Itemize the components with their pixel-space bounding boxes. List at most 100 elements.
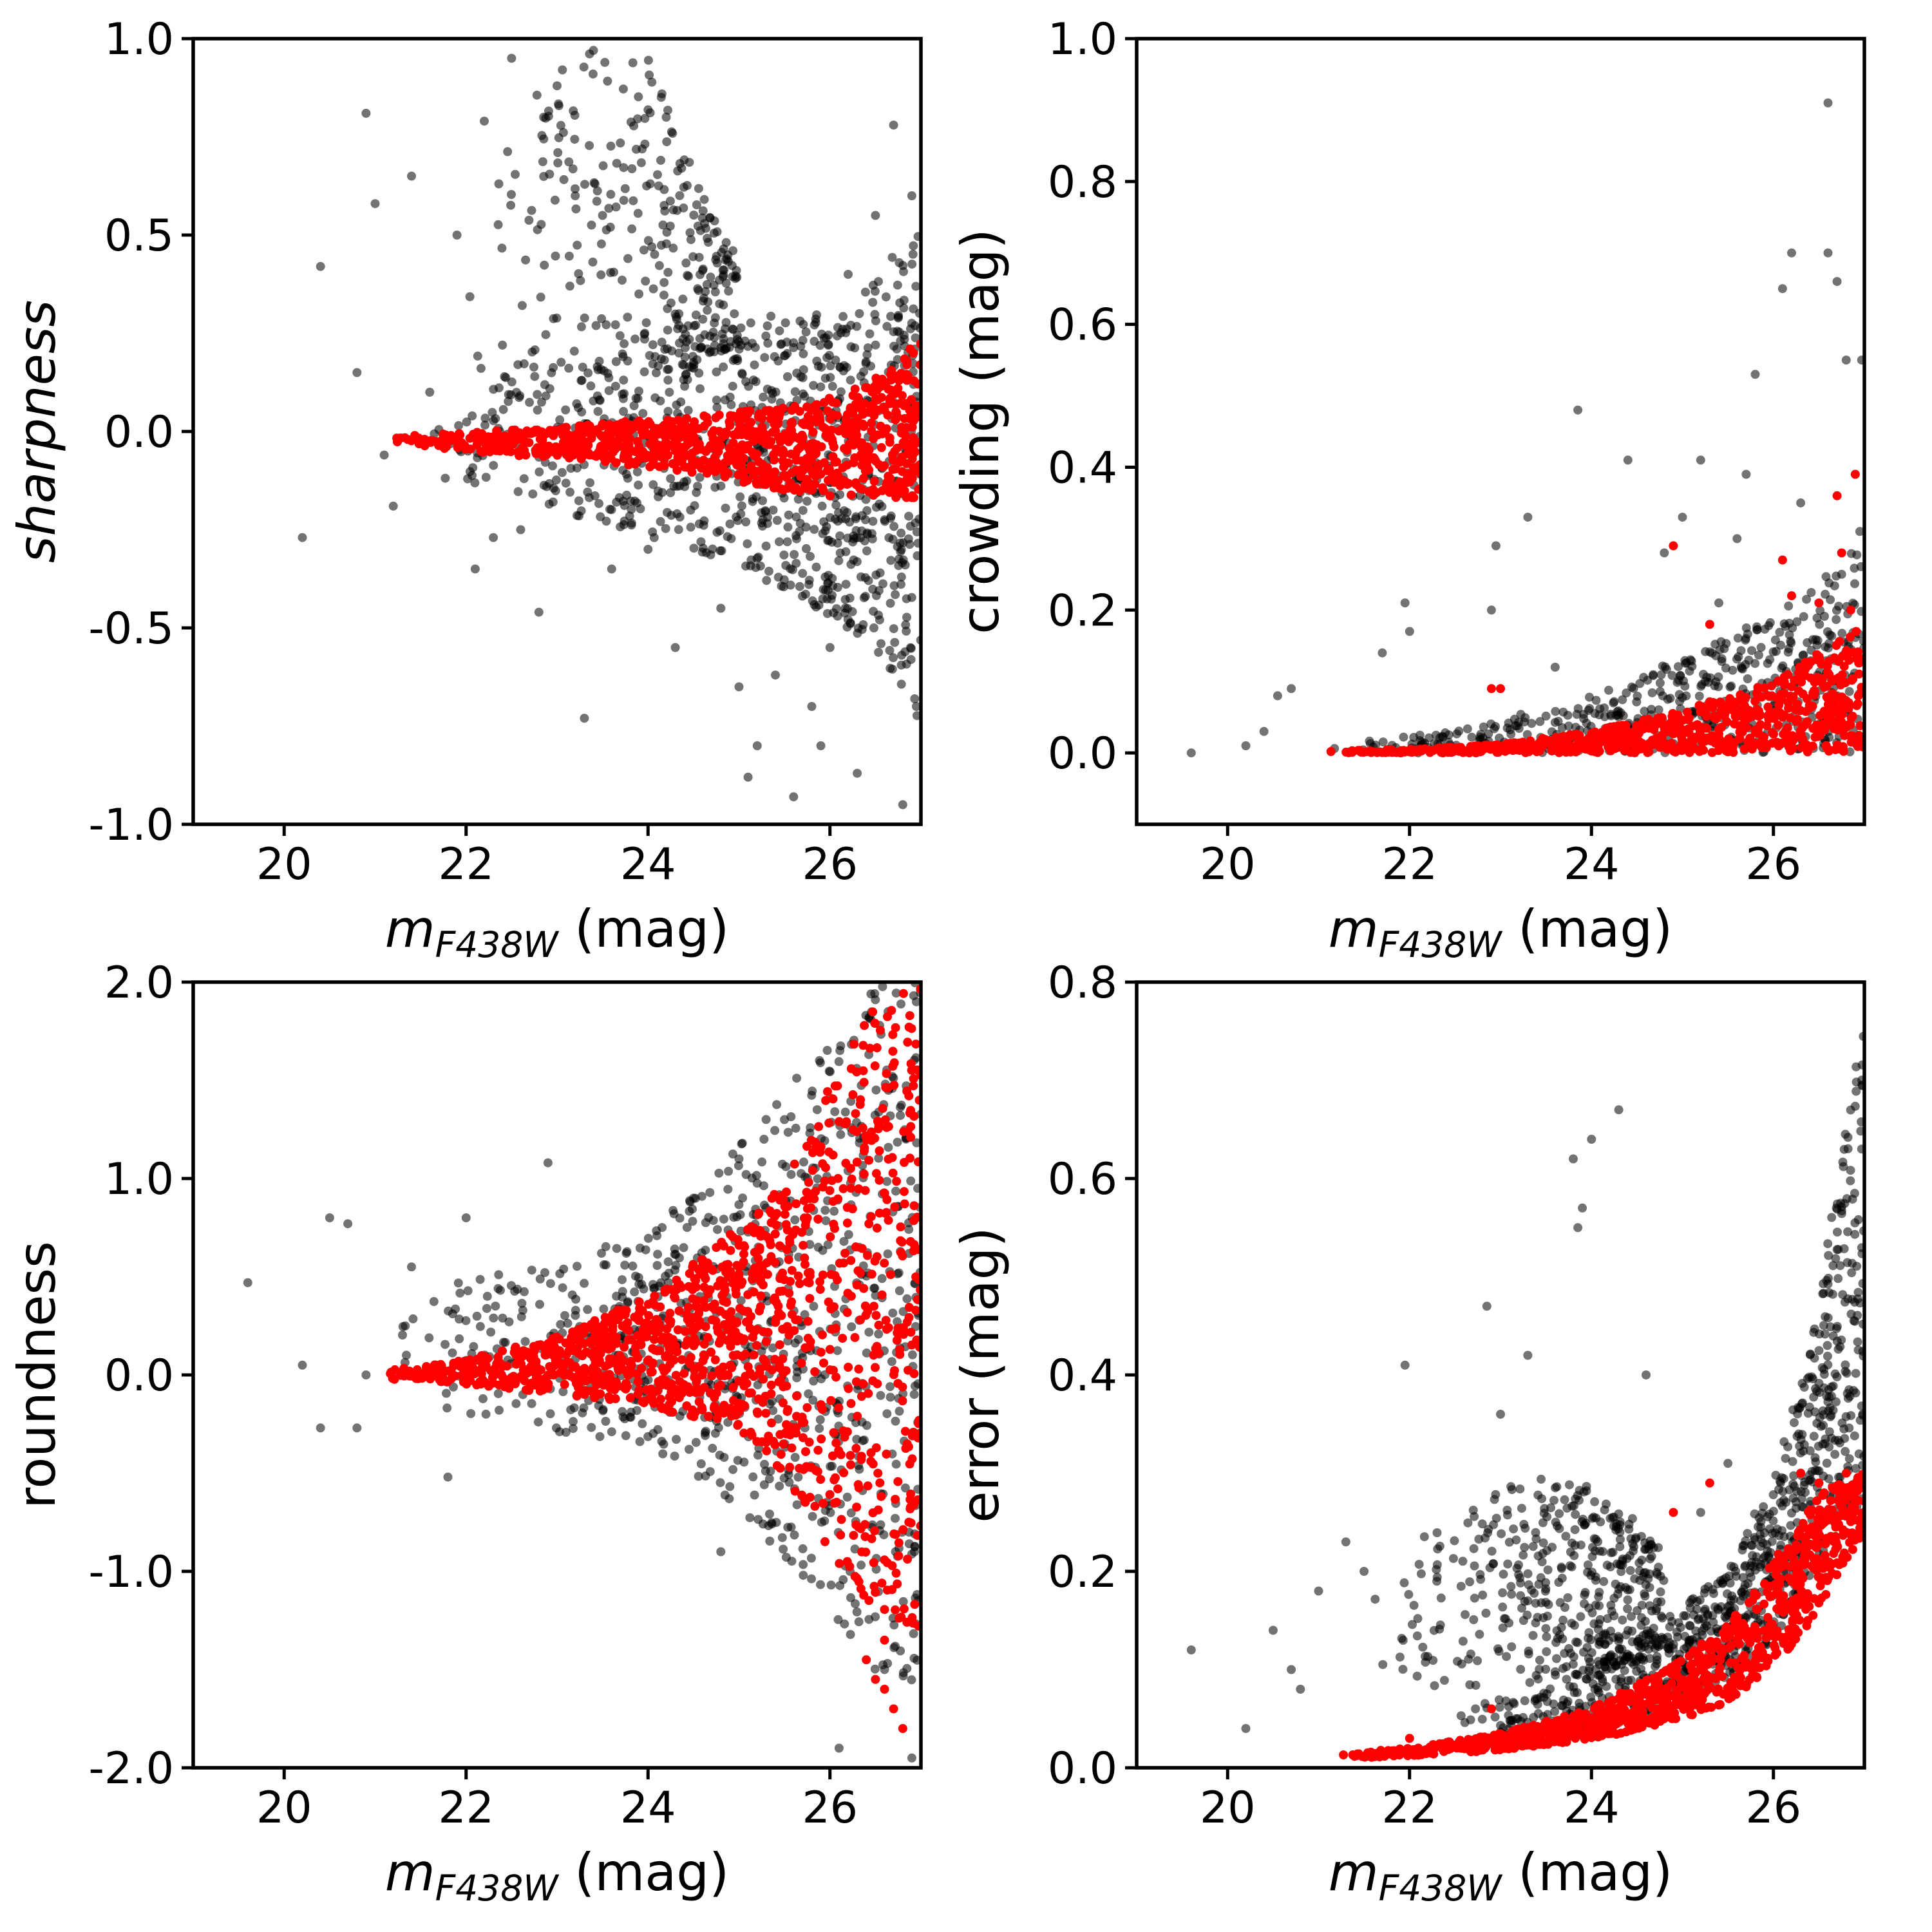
- data-point-accepted: [858, 1041, 868, 1050]
- crowding-panel: 20 22 24 260.00.20.40.60.81.0 crowding (mag…: [951, 14, 1866, 965]
- data-point-accepted: [739, 453, 748, 463]
- data-point-all: [703, 238, 713, 247]
- data-point-all: [589, 46, 598, 55]
- data-point-all: [506, 200, 516, 210]
- data-point-all: [898, 1668, 908, 1678]
- data-point-all: [652, 368, 661, 377]
- data-point-all: [530, 345, 540, 355]
- data-point-all: [370, 199, 380, 209]
- data-point-all: [1802, 594, 1812, 604]
- data-point-accepted: [1662, 741, 1672, 750]
- data-point-all: [545, 1279, 555, 1289]
- data-point-all: [656, 155, 665, 165]
- data-point-accepted: [868, 1007, 878, 1017]
- data-point-all: [612, 497, 621, 507]
- data-point-accepted: [1787, 682, 1796, 692]
- data-point-all: [692, 355, 702, 365]
- data-point-all: [800, 1310, 810, 1320]
- data-point-all: [893, 1137, 902, 1147]
- data-point-all: [909, 1629, 918, 1638]
- data-point-all: [846, 1630, 855, 1639]
- data-point-accepted: [833, 1194, 843, 1204]
- data-point-all: [1378, 648, 1387, 658]
- data-point-all: [570, 111, 580, 120]
- data-point-all: [482, 1303, 491, 1313]
- data-point-all: [440, 1340, 450, 1349]
- data-point-all: [891, 590, 900, 600]
- data-point-all: [817, 501, 827, 511]
- data-point-all: [867, 529, 876, 538]
- data-point-all: [565, 488, 575, 497]
- data-point-accepted: [804, 457, 813, 466]
- data-point-accepted: [1801, 658, 1810, 667]
- data-point-all: [495, 1405, 504, 1415]
- data-point-all: [677, 164, 687, 173]
- data-point-accepted: [779, 485, 788, 495]
- data-point-all: [507, 190, 516, 199]
- data-point-all: [723, 1184, 733, 1194]
- data-point-accepted: [815, 1277, 825, 1287]
- data-point-all: [878, 579, 887, 589]
- data-point-all: [846, 375, 855, 385]
- data-point-all: [719, 1215, 728, 1224]
- data-point-accepted: [854, 1184, 864, 1193]
- data-point-all: [911, 997, 921, 1007]
- data-point-accepted: [741, 1372, 750, 1381]
- data-point-all: [798, 591, 807, 601]
- data-point-accepted: [890, 389, 899, 399]
- data-point-all: [763, 338, 773, 348]
- data-point-all: [463, 1286, 473, 1296]
- data-point-accepted: [896, 428, 906, 438]
- data-point-accepted: [583, 424, 593, 433]
- data-point-all: [825, 643, 835, 652]
- data-point-all: [627, 520, 636, 530]
- data-point-all: [1491, 541, 1501, 551]
- data-point-all: [810, 525, 819, 534]
- data-point-accepted: [1728, 743, 1738, 752]
- data-point-accepted: [697, 464, 706, 473]
- data-point-all: [1821, 589, 1830, 599]
- data-point-all: [734, 682, 744, 692]
- data-point-all: [822, 1046, 832, 1055]
- data-point-all: [618, 276, 627, 285]
- data-point-all: [889, 653, 898, 663]
- data-point-accepted: [1644, 723, 1654, 733]
- data-point-all: [1754, 650, 1763, 660]
- data-point-all: [889, 581, 899, 591]
- data-point-all: [634, 480, 643, 490]
- data-point-all: [601, 225, 611, 234]
- data-point-all: [728, 246, 738, 256]
- data-point-all: [597, 314, 607, 323]
- data-point-all: [564, 157, 574, 167]
- data-point-all: [798, 373, 808, 383]
- data-point-all: [568, 1424, 578, 1434]
- data-point-all: [698, 206, 708, 216]
- data-point-accepted: [813, 1445, 823, 1455]
- data-point-all: [597, 1249, 606, 1258]
- data-point-all: [685, 1206, 694, 1216]
- data-point-accepted: [889, 399, 899, 409]
- data-point-accepted: [1837, 670, 1847, 679]
- data-point-all: [352, 368, 362, 377]
- data-point-accepted: [802, 1463, 811, 1472]
- data-point-all: [243, 1278, 252, 1287]
- data-point-all: [828, 381, 837, 391]
- data-point-all: [654, 261, 664, 270]
- data-point-all: [557, 468, 567, 477]
- data-point-accepted: [661, 445, 670, 455]
- data-point-accepted: [1420, 744, 1430, 753]
- data-point-all: [759, 1480, 769, 1490]
- data-point-all: [1768, 647, 1778, 657]
- data-point-all: [876, 639, 886, 649]
- data-point-accepted: [906, 1327, 916, 1337]
- data-point-all: [750, 1490, 759, 1500]
- data-point-all: [895, 1406, 904, 1416]
- data-point-accepted: [865, 1043, 875, 1053]
- data-point-all: [665, 388, 674, 397]
- data-point-all: [1756, 643, 1766, 652]
- data-point-accepted: [1378, 748, 1387, 757]
- data-point-all: [775, 326, 784, 336]
- data-point-all: [1823, 98, 1833, 108]
- data-point-accepted: [875, 1478, 885, 1488]
- data-point-all: [715, 1478, 725, 1488]
